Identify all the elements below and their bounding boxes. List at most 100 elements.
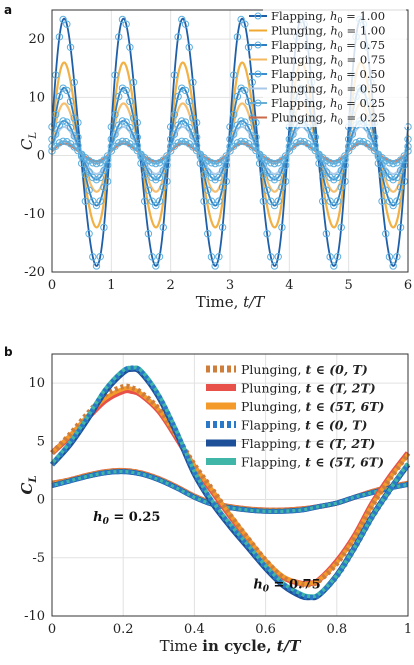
data-point-marker [285, 147, 294, 155]
x-tick-label: 1 [404, 622, 412, 637]
data-point-marker [126, 97, 134, 106]
data-point-marker [189, 132, 197, 140]
data-point-marker [274, 173, 282, 182]
data-point-marker [159, 156, 167, 164]
data-point-marker [241, 86, 249, 95]
data-point-marker [393, 252, 401, 261]
data-point-marker [333, 252, 342, 261]
data-point-marker [96, 197, 104, 205]
data-point-marker [333, 173, 342, 182]
data-point-marker [337, 223, 345, 232]
data-point-marker [311, 141, 319, 150]
data-point-marker [218, 183, 227, 191]
curve-h075-flapping-5T6T [50, 365, 410, 599]
data-point-marker [178, 84, 186, 92]
x-label-bold: in cycle, [202, 637, 277, 655]
data-point-marker [115, 33, 123, 41]
data-point-marker [63, 138, 71, 146]
data-point-marker [148, 197, 156, 205]
data-point-marker [326, 197, 334, 205]
data-point-marker [133, 141, 141, 150]
data-point-marker [96, 159, 104, 167]
x-tick-label: 0.2 [113, 622, 134, 637]
legend-marker [254, 12, 262, 20]
data-point-marker [204, 156, 212, 165]
legend-h-subscript: 0 [338, 60, 343, 69]
data-point-marker [344, 135, 353, 143]
data-point-marker [204, 186, 212, 194]
data-point-marker [63, 20, 71, 28]
data-point-marker [118, 117, 127, 125]
legend-h-value: = 1.00 [343, 9, 386, 23]
data-point-marker [259, 197, 268, 206]
legend-h-subscript: 0 [338, 118, 343, 127]
y-tick-label: 5 [37, 434, 45, 449]
data-point-marker [244, 97, 253, 106]
data-point-marker [70, 114, 78, 122]
data-point-marker [237, 117, 245, 125]
data-point-marker [55, 92, 64, 101]
data-point-marker [252, 141, 260, 150]
legend-h-symbol: h [330, 67, 337, 81]
data-point-marker [218, 223, 227, 232]
data-point-marker [189, 78, 197, 86]
axes-frame-a [51, 9, 409, 273]
data-point-marker [144, 156, 153, 165]
data-point-marker [359, 138, 368, 146]
data-point-marker [396, 166, 405, 175]
legend-h-symbol: h [330, 9, 337, 23]
data-point-marker [207, 159, 216, 167]
legend-entry: Plunging, t ∈ (T, 2T) [241, 381, 376, 396]
data-point-marker [207, 253, 216, 261]
data-point-marker [74, 141, 82, 150]
data-point-marker [144, 229, 153, 238]
data-point-marker [385, 159, 394, 167]
annotation-h-symbol: h [93, 510, 102, 525]
data-point-marker [311, 146, 319, 155]
x-axis-label-a: Time, t/T [196, 293, 266, 311]
annotation-value: = 0.75 [269, 578, 321, 593]
legend-time: t ∈ (5T, 6T) [306, 399, 385, 414]
annotation: h0 = 0.75 [253, 578, 320, 595]
data-point-marker [148, 159, 156, 167]
data-point-marker [185, 97, 193, 106]
data-point-marker [181, 86, 190, 95]
legend-entry: Flapping, h0 = 0.25 [271, 96, 385, 112]
x-label-variable: t/T [243, 293, 265, 311]
data-point-marker [55, 139, 64, 147]
data-point-marker [270, 175, 279, 184]
data-point-marker [170, 71, 179, 79]
data-point-marker [85, 168, 93, 176]
data-point-marker [111, 130, 119, 138]
legend-h-subscript: 0 [337, 16, 342, 25]
data-point-marker [115, 92, 123, 101]
data-point-marker [85, 156, 93, 165]
legend-label: Plunging, [241, 399, 306, 414]
data-point-marker [152, 175, 160, 184]
data-point-marker [326, 173, 334, 182]
data-point-marker [133, 146, 141, 155]
x-tick-label: 0.6 [255, 622, 276, 637]
data-point-marker [389, 159, 397, 168]
data-point-marker [233, 92, 242, 101]
legend-label: Flapping, [271, 9, 330, 23]
data-point-marker [293, 139, 301, 147]
data-point-marker [330, 175, 338, 184]
y-label-symbol: C [18, 482, 36, 494]
legend-h-value: = 0.50 [343, 82, 386, 96]
data-point-marker [89, 197, 97, 205]
series-line [51, 140, 409, 165]
legend-h-symbol: h [330, 82, 337, 96]
data-point-marker [278, 166, 286, 175]
legend-entry: Flapping, h0 = 0.75 [271, 38, 385, 54]
legend-label: Flapping, [241, 436, 305, 451]
data-point-marker [126, 43, 134, 51]
data-point-marker [55, 121, 64, 129]
data-point-marker [322, 186, 331, 194]
legend-time: t ∈ (T, 2T) [305, 436, 375, 451]
y-tick-label: -10 [24, 609, 45, 624]
data-point-marker [85, 186, 93, 194]
data-point-marker [122, 20, 130, 28]
x-tick-label: 5 [345, 278, 353, 293]
